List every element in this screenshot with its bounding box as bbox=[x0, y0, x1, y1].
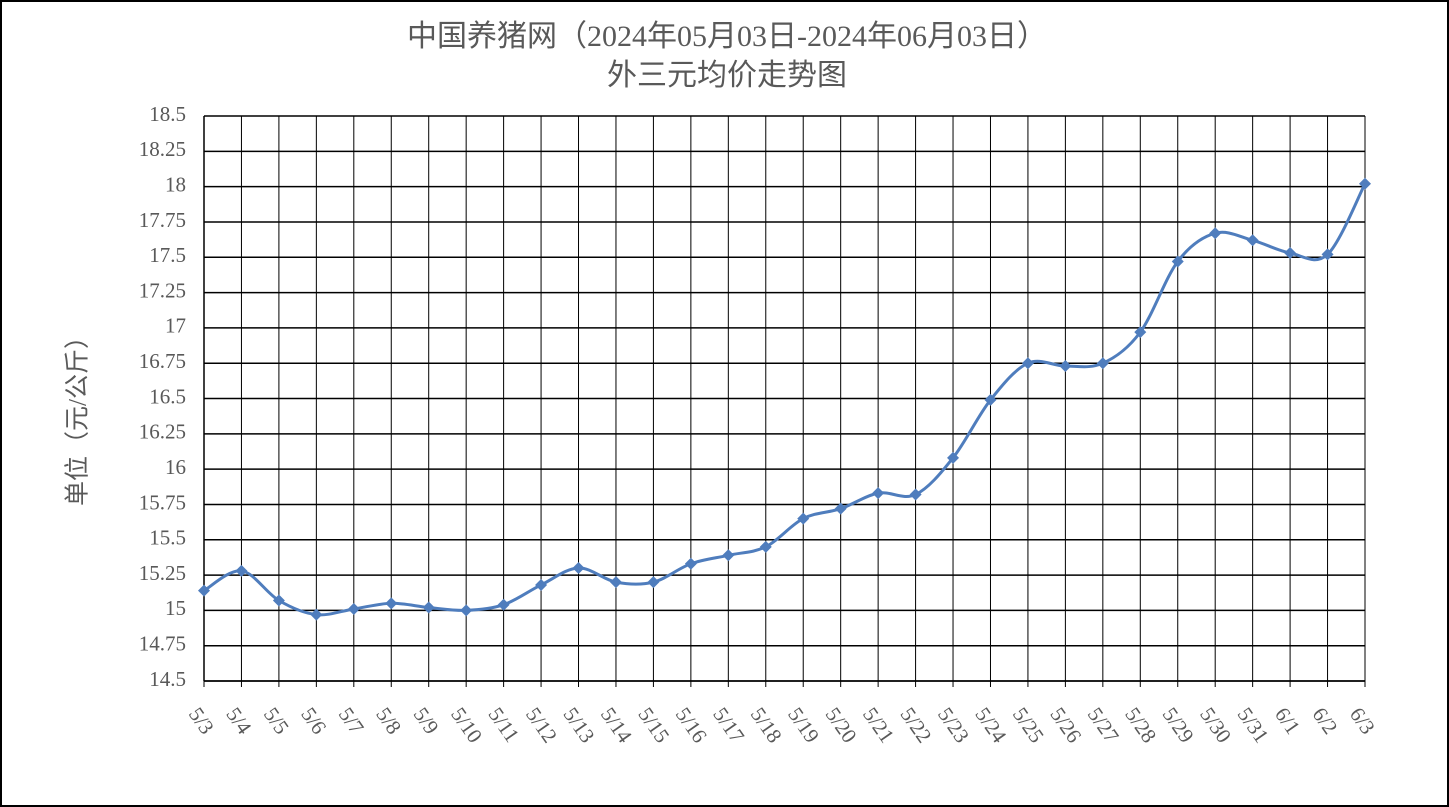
y-tick-label: 17.5 bbox=[149, 243, 186, 267]
y-tick-label: 15 bbox=[165, 596, 186, 620]
data-point bbox=[198, 584, 210, 597]
y-tick-label: 15.25 bbox=[139, 561, 186, 585]
data-point bbox=[1059, 360, 1072, 373]
data-point bbox=[385, 597, 398, 610]
y-tick-label: 18.25 bbox=[139, 137, 186, 161]
data-point bbox=[1171, 255, 1184, 268]
data-point bbox=[1209, 227, 1222, 240]
data-point bbox=[497, 598, 510, 611]
data-point bbox=[572, 562, 585, 574]
y-tick-label: 17 bbox=[165, 314, 186, 338]
data-point bbox=[872, 487, 885, 500]
data-point bbox=[1321, 248, 1334, 261]
chart-subtitle: 外三元均价走势图 bbox=[607, 59, 847, 92]
data-point bbox=[609, 576, 622, 589]
data-point bbox=[647, 576, 660, 589]
y-axis-label: 单位（元/公斤） bbox=[64, 324, 92, 506]
y-tick-label: 17.25 bbox=[139, 278, 186, 302]
data-point bbox=[1096, 357, 1109, 370]
data-point bbox=[797, 512, 810, 525]
data-point bbox=[535, 578, 548, 591]
data-point bbox=[834, 502, 847, 515]
data-point bbox=[759, 540, 772, 553]
data-point bbox=[684, 557, 697, 570]
data-point bbox=[235, 564, 248, 577]
y-tick-label: 16.5 bbox=[149, 384, 186, 408]
data-point bbox=[1021, 357, 1034, 370]
data-point bbox=[984, 393, 997, 406]
data-point bbox=[947, 451, 960, 464]
y-tick-label: 16.75 bbox=[139, 349, 186, 373]
data-point bbox=[272, 594, 285, 607]
data-point bbox=[460, 604, 473, 617]
data-point bbox=[347, 602, 360, 615]
y-tick-label: 14.5 bbox=[149, 667, 186, 691]
data-point bbox=[422, 601, 435, 614]
y-tick-label: 15.75 bbox=[139, 490, 186, 514]
data-point bbox=[1359, 177, 1371, 190]
data-point bbox=[722, 549, 735, 562]
data-point bbox=[909, 488, 922, 501]
data-point bbox=[1134, 326, 1147, 339]
chart-title: 中国养猪网（2024年05月03日-2024年06月03日） bbox=[407, 20, 1047, 53]
data-point bbox=[1246, 234, 1259, 247]
data-point bbox=[1284, 247, 1297, 260]
y-tick-label: 14.75 bbox=[139, 632, 186, 656]
y-tick-label: 15.5 bbox=[149, 526, 186, 550]
y-tick-label: 17.75 bbox=[139, 208, 186, 232]
data-point bbox=[310, 608, 323, 621]
y-tick-label: 16 bbox=[165, 455, 186, 479]
y-tick-label: 18.5 bbox=[149, 102, 186, 126]
y-tick-label: 18 bbox=[165, 172, 186, 196]
y-tick-label: 16.25 bbox=[139, 420, 186, 444]
